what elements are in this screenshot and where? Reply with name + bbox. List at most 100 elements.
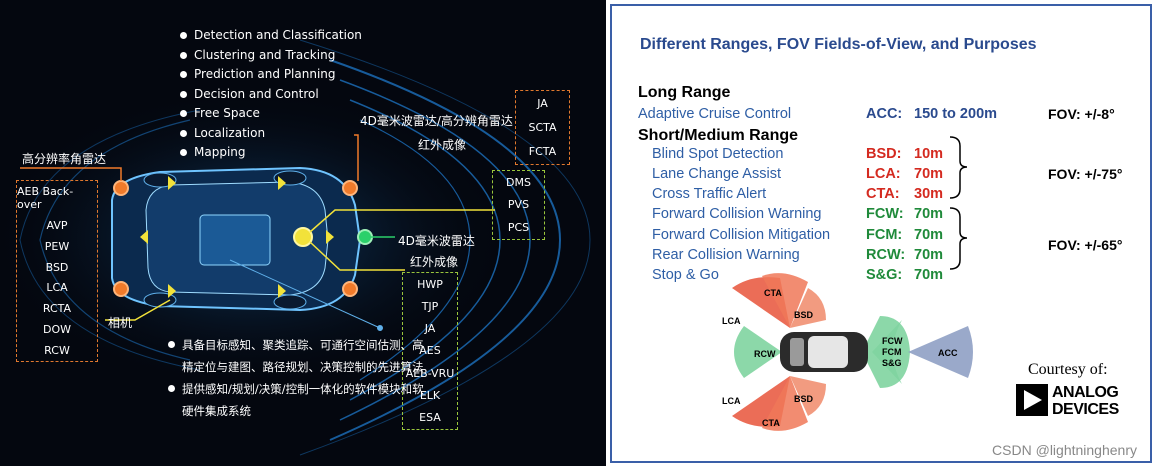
mid-ir-label: 红外成像 bbox=[410, 255, 459, 269]
capability-item: 具备目标感知、聚类追踪、可通行空间估测、高精定位与建图、路径规划、决策控制的先进… bbox=[168, 334, 433, 378]
bullet-item: Free Space bbox=[180, 104, 362, 124]
function-item: FCTA bbox=[528, 145, 557, 159]
label-bsd-bottom: BSD bbox=[794, 394, 814, 404]
feature-name: Forward Collision Mitigation bbox=[652, 227, 831, 243]
feature-name: Blind Spot Detection bbox=[652, 146, 784, 162]
analog-devices-logo-icon bbox=[1016, 384, 1048, 416]
feature-name: Cross Traffic Alert bbox=[652, 186, 767, 202]
front-corner-functions-box: JA SCTA FCTA bbox=[515, 90, 570, 165]
feature-abbr: RCW: bbox=[866, 247, 906, 263]
bullet-item: Prediction and Planning bbox=[180, 65, 362, 85]
feature-abbr: LCA: bbox=[866, 166, 901, 182]
function-item: SCTA bbox=[528, 120, 557, 134]
short-medium-heading: Short/Medium Range bbox=[638, 127, 799, 144]
feature-name: Rear Collision Warning bbox=[652, 247, 800, 263]
feature-abbr: FCW: bbox=[866, 206, 904, 222]
camera-front-icon bbox=[293, 227, 313, 247]
feature-range: 10m bbox=[914, 146, 944, 162]
label-cta-bottom: CTA bbox=[762, 418, 780, 428]
function-item: ESA bbox=[419, 411, 441, 425]
feature-range: 30m bbox=[914, 186, 944, 202]
camera-label: 相机 bbox=[108, 316, 133, 330]
fov-long: FOV: +/-8° bbox=[1048, 106, 1115, 122]
front-4d-radar-label: 4D毫米波雷达/高分辨角雷达 bbox=[360, 114, 513, 128]
feature-name: Lane Change Assist bbox=[652, 166, 781, 182]
courtesy-text: Courtesy of: bbox=[1028, 361, 1108, 378]
label-fcw: FCW bbox=[882, 336, 903, 346]
function-item: AEB Back-over bbox=[17, 184, 74, 211]
function-item: PVS bbox=[507, 198, 530, 212]
label-acc: ACC bbox=[938, 348, 958, 358]
car-sensor-illustration bbox=[0, 39, 591, 456]
function-item: AEB-VRU bbox=[405, 366, 455, 380]
capability-item: 提供感知/规划/决策/控制一体化的软件模块和软硬件集成系统 bbox=[168, 378, 433, 422]
function-item: ELK bbox=[419, 389, 441, 403]
feature-range: 70m bbox=[914, 247, 944, 263]
radar-ranges-panel: Different Ranges, FOV Fields-of-View, an… bbox=[610, 4, 1152, 463]
watermark: CSDN @lightninghenry bbox=[992, 442, 1137, 458]
mid-4d-radar-label: 4D毫米波雷达 bbox=[398, 234, 475, 248]
bullet-item: Localization bbox=[180, 124, 362, 144]
long-range-heading: Long Range bbox=[638, 84, 731, 101]
function-item: AES bbox=[419, 344, 441, 358]
label-lca-top: LCA bbox=[722, 316, 741, 326]
function-item: RCW bbox=[44, 344, 70, 358]
radar-rear-right-icon bbox=[113, 281, 129, 297]
fov-short-green: FOV: +/-65° bbox=[1048, 237, 1123, 253]
feature-range: 70m bbox=[914, 166, 944, 182]
feature-range: 70m bbox=[914, 267, 944, 283]
feature-name: Forward Collision Warning bbox=[652, 206, 822, 222]
abbr-acc: ACC: bbox=[866, 106, 903, 122]
feature-range: 70m bbox=[914, 206, 944, 222]
feature-abbr: CTA: bbox=[866, 186, 900, 202]
feature-acc: Adaptive Cruise Control bbox=[638, 106, 792, 122]
radar-rear-left-icon bbox=[113, 180, 129, 196]
logo-line2: DEVICES bbox=[1052, 401, 1119, 418]
function-item: RCTA bbox=[42, 302, 72, 316]
function-item: BSD bbox=[45, 260, 69, 274]
algorithm-bullet-list: Detection and Classification Clustering … bbox=[180, 26, 362, 163]
bullet-item: Decision and Control bbox=[180, 85, 362, 105]
label-cta-top: CTA bbox=[764, 288, 782, 298]
adas-sensor-panel: Detection and Classification Clustering … bbox=[0, 0, 606, 466]
function-item: LCA bbox=[46, 281, 68, 295]
feature-abbr: BSD: bbox=[866, 146, 902, 162]
label-lca-bottom: LCA bbox=[722, 396, 741, 406]
capability-bullet-list: 具备目标感知、聚类追踪、可通行空间估测、高精定位与建图、路径规划、决策控制的先进… bbox=[168, 334, 433, 422]
bullet-item: Detection and Classification bbox=[180, 26, 362, 46]
function-item: HWP bbox=[417, 277, 443, 291]
bullet-item: Mapping bbox=[180, 143, 362, 163]
feature-abbr: S&G: bbox=[866, 267, 903, 283]
function-item: PEW bbox=[44, 239, 70, 253]
radar-front-right-icon bbox=[342, 281, 358, 297]
fov-short-red: FOV: +/-75° bbox=[1048, 166, 1123, 182]
function-item: DMS bbox=[506, 175, 531, 189]
cabin-functions-box: DMS PVS PCS bbox=[492, 170, 545, 240]
camera-triangles bbox=[140, 176, 334, 298]
bullet-item: Clustering and Tracking bbox=[180, 46, 362, 66]
radar-front-left-icon bbox=[342, 180, 358, 196]
panel-title: Different Ranges, FOV Fields-of-View, an… bbox=[640, 36, 1037, 53]
function-item: JA bbox=[424, 322, 436, 336]
car-icon bbox=[111, 166, 362, 312]
feature-name: Stop & Go bbox=[652, 267, 719, 283]
label-rcw: RCW bbox=[754, 349, 776, 359]
function-item: JA bbox=[537, 96, 548, 110]
range-brackets bbox=[732, 136, 973, 431]
function-item: PCS bbox=[507, 221, 530, 235]
coverage-diagram bbox=[732, 273, 973, 431]
logo-line1: ANALOG bbox=[1052, 384, 1119, 401]
feature-abbr: FCM: bbox=[866, 227, 903, 243]
front-functions-box: HWP TJP JA AES AEB-VRU ELK ESA bbox=[402, 272, 458, 430]
range-acc: 150 to 200m bbox=[914, 106, 998, 122]
feature-range: 70m bbox=[914, 227, 944, 243]
function-item: TJP bbox=[421, 299, 439, 313]
radar-sensors bbox=[113, 180, 373, 297]
function-item: DOW bbox=[42, 323, 71, 337]
label-bsd-top: BSD bbox=[794, 310, 814, 320]
rear-functions-box: AEB Back-over AVP PEW BSD LCA RCTA DOW R… bbox=[16, 180, 98, 362]
label-sg: S&G bbox=[882, 358, 902, 368]
label-fcm: FCM bbox=[882, 347, 902, 357]
function-item: AVP bbox=[46, 218, 68, 232]
front-ir-label: 红外成像 bbox=[418, 138, 467, 152]
